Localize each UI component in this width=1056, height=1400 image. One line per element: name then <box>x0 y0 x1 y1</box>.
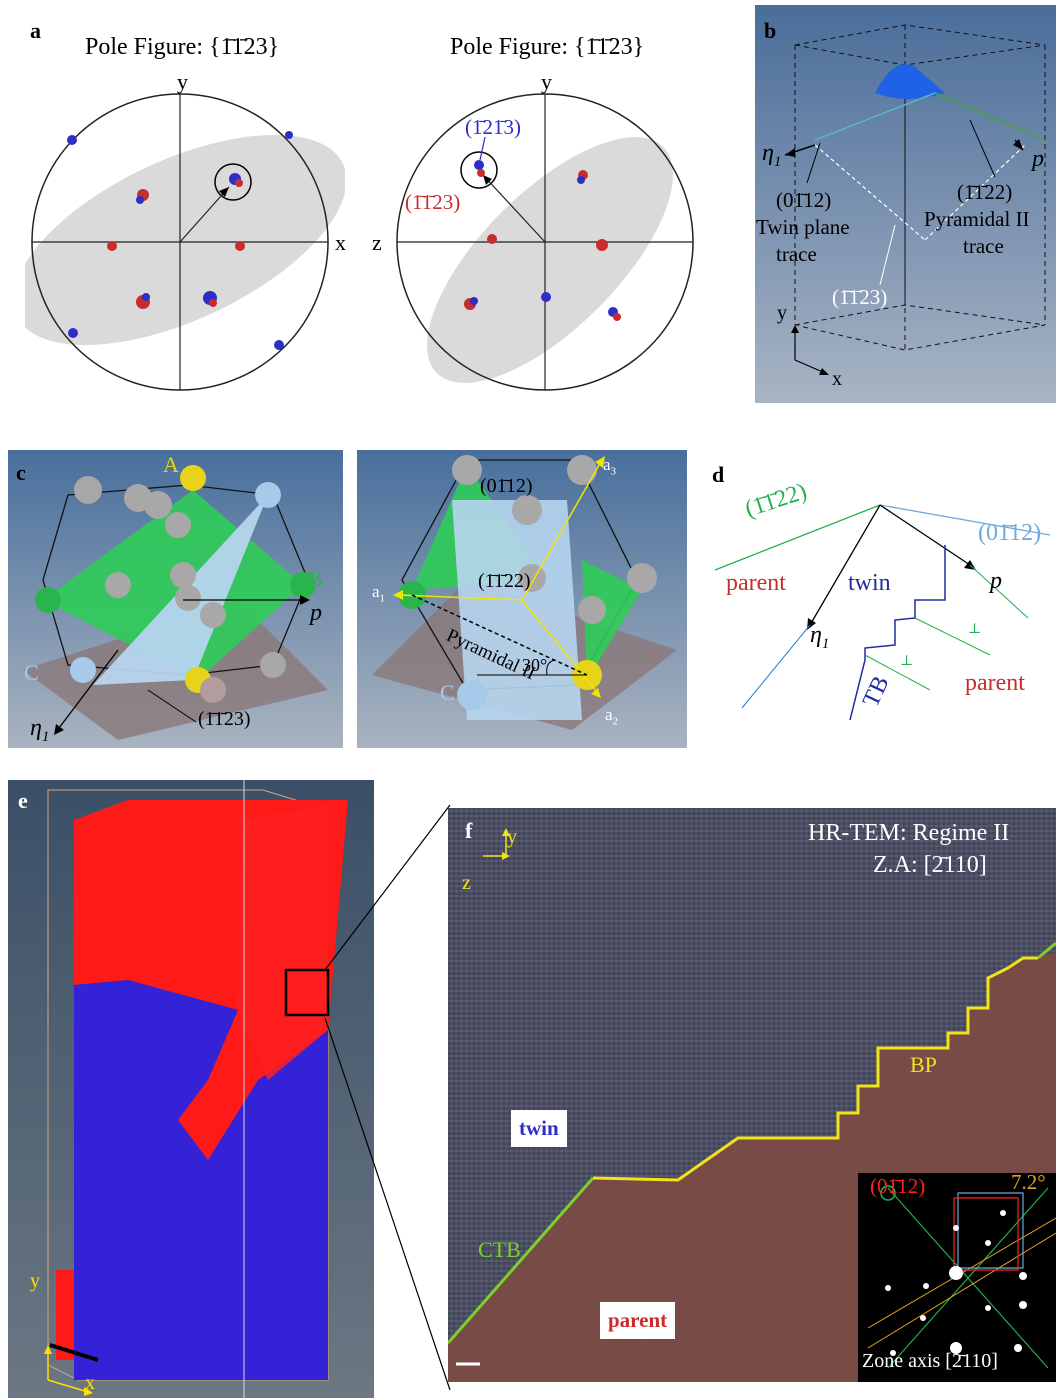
svg-text:⊥: ⊥ <box>968 622 981 637</box>
zoom-box <box>284 968 330 1017</box>
hrtem-regions <box>448 828 1056 1382</box>
angle-label-c: 30° <box>522 655 548 675</box>
pole-figure-left: y <box>25 69 345 391</box>
axis-y-left: y <box>177 69 188 94</box>
twin-plane-trace-1: Twin plane <box>756 215 850 239</box>
parent-label-bottom: parent <box>965 670 1025 696</box>
p-label-b: p <box>1032 146 1044 172</box>
twin-label-d: twin <box>848 570 891 596</box>
panel-label-d: d <box>712 462 725 487</box>
annot-blue-plane: (1̄21̄3) <box>465 115 521 139</box>
inset-angle-label: 7.2° <box>1011 1170 1046 1194</box>
bp-label: BP <box>910 1052 937 1077</box>
panel-label-e: e <box>18 788 28 813</box>
twin-schematic: ⊥ ⊥ <box>714 504 1051 720</box>
axis-z-f: z <box>462 872 471 894</box>
axis-y-b: y <box>777 302 787 324</box>
pole-figure-right: y <box>396 69 694 391</box>
plane-label-c-mid: (1̄1̄22) <box>478 570 531 592</box>
plane-label-b2: (1̄1̄22) <box>957 180 1013 204</box>
ctb-label: CTB <box>478 1237 521 1262</box>
a1-label: a1 <box>372 582 386 605</box>
pole-figure-title-left: Pole Figure: {1̄1̄23} <box>85 34 280 60</box>
panel-label-a: a <box>30 18 41 43</box>
atom-label-C-left: C <box>24 660 39 685</box>
diffraction-pattern <box>867 1185 1056 1369</box>
plane-label-c-bottom: (1̄1̄23) <box>198 708 251 730</box>
shaded-band <box>427 137 673 383</box>
zoom-connector-lines <box>324 804 451 1391</box>
pole-clusters <box>464 160 621 321</box>
inset-plane-label: (01̄12) <box>870 1174 926 1198</box>
plane-label-b3: (1̄1̄23) <box>832 285 888 309</box>
eta-label-d: η1 <box>810 622 830 652</box>
zone-axis-label: Z.A: [2̄110] <box>873 852 987 878</box>
atom-label-B: B <box>308 566 323 591</box>
pyramidal-trace-2: trace <box>963 234 1004 258</box>
twin-region-label: twin <box>511 1110 567 1147</box>
pole-clusters <box>67 131 293 350</box>
highlight-circle <box>214 163 252 201</box>
panel-label-b: b <box>764 18 777 43</box>
plane-label-c-top: (01̄12) <box>480 475 533 497</box>
plane-label-d-blue: (01̄12) <box>978 520 1042 546</box>
hcp-cell-left <box>23 465 328 740</box>
highlight-circle <box>460 151 498 189</box>
annot-red-plane: (1̄1̄23) <box>405 190 461 214</box>
svg-text:⊥: ⊥ <box>900 654 913 669</box>
axis-x-b: x <box>832 368 842 390</box>
axis-x-e: x <box>85 1372 95 1394</box>
a2-label: a2 <box>605 705 619 728</box>
atom-label-C-right: C <box>440 680 455 705</box>
atom-label-A: A <box>163 452 179 477</box>
hcp-cell-right <box>372 455 677 730</box>
atoms <box>35 465 316 703</box>
panel-label-f: f <box>465 818 473 843</box>
hrtem-title: HR-TEM: Regime II <box>808 820 1010 846</box>
axis-z-right: z <box>372 230 382 255</box>
twin-volume-render <box>44 780 348 1398</box>
plane-label-b1: (01̄12) <box>776 188 832 212</box>
panel-label-c: c <box>16 460 26 485</box>
inset-zone-label: Zone axis [2̄110] <box>862 1350 998 1372</box>
parent-region-label: parent <box>600 1302 676 1339</box>
axis-y-e: y <box>30 1270 40 1292</box>
eta-label-b: η1 <box>762 140 782 170</box>
axis-y-right: y <box>541 69 552 94</box>
axis-y-f: y <box>507 826 517 848</box>
p-label-c: p <box>310 600 322 626</box>
crystal-cell-diagram <box>784 24 1046 375</box>
cone-shape <box>875 64 945 99</box>
axis-x-left: x <box>335 230 346 255</box>
pyramidal-trace-1: Pyramidal II <box>924 207 1030 231</box>
parent-label-top: parent <box>726 570 786 596</box>
p-label-d: p <box>990 568 1002 594</box>
a3-label: a3 <box>603 455 617 478</box>
eta-label-c: η1 <box>30 715 50 745</box>
pole-figure-title-right: Pole Figure: {1̄1̄23} <box>450 34 645 60</box>
twin-plane-trace-2: trace <box>776 242 817 266</box>
